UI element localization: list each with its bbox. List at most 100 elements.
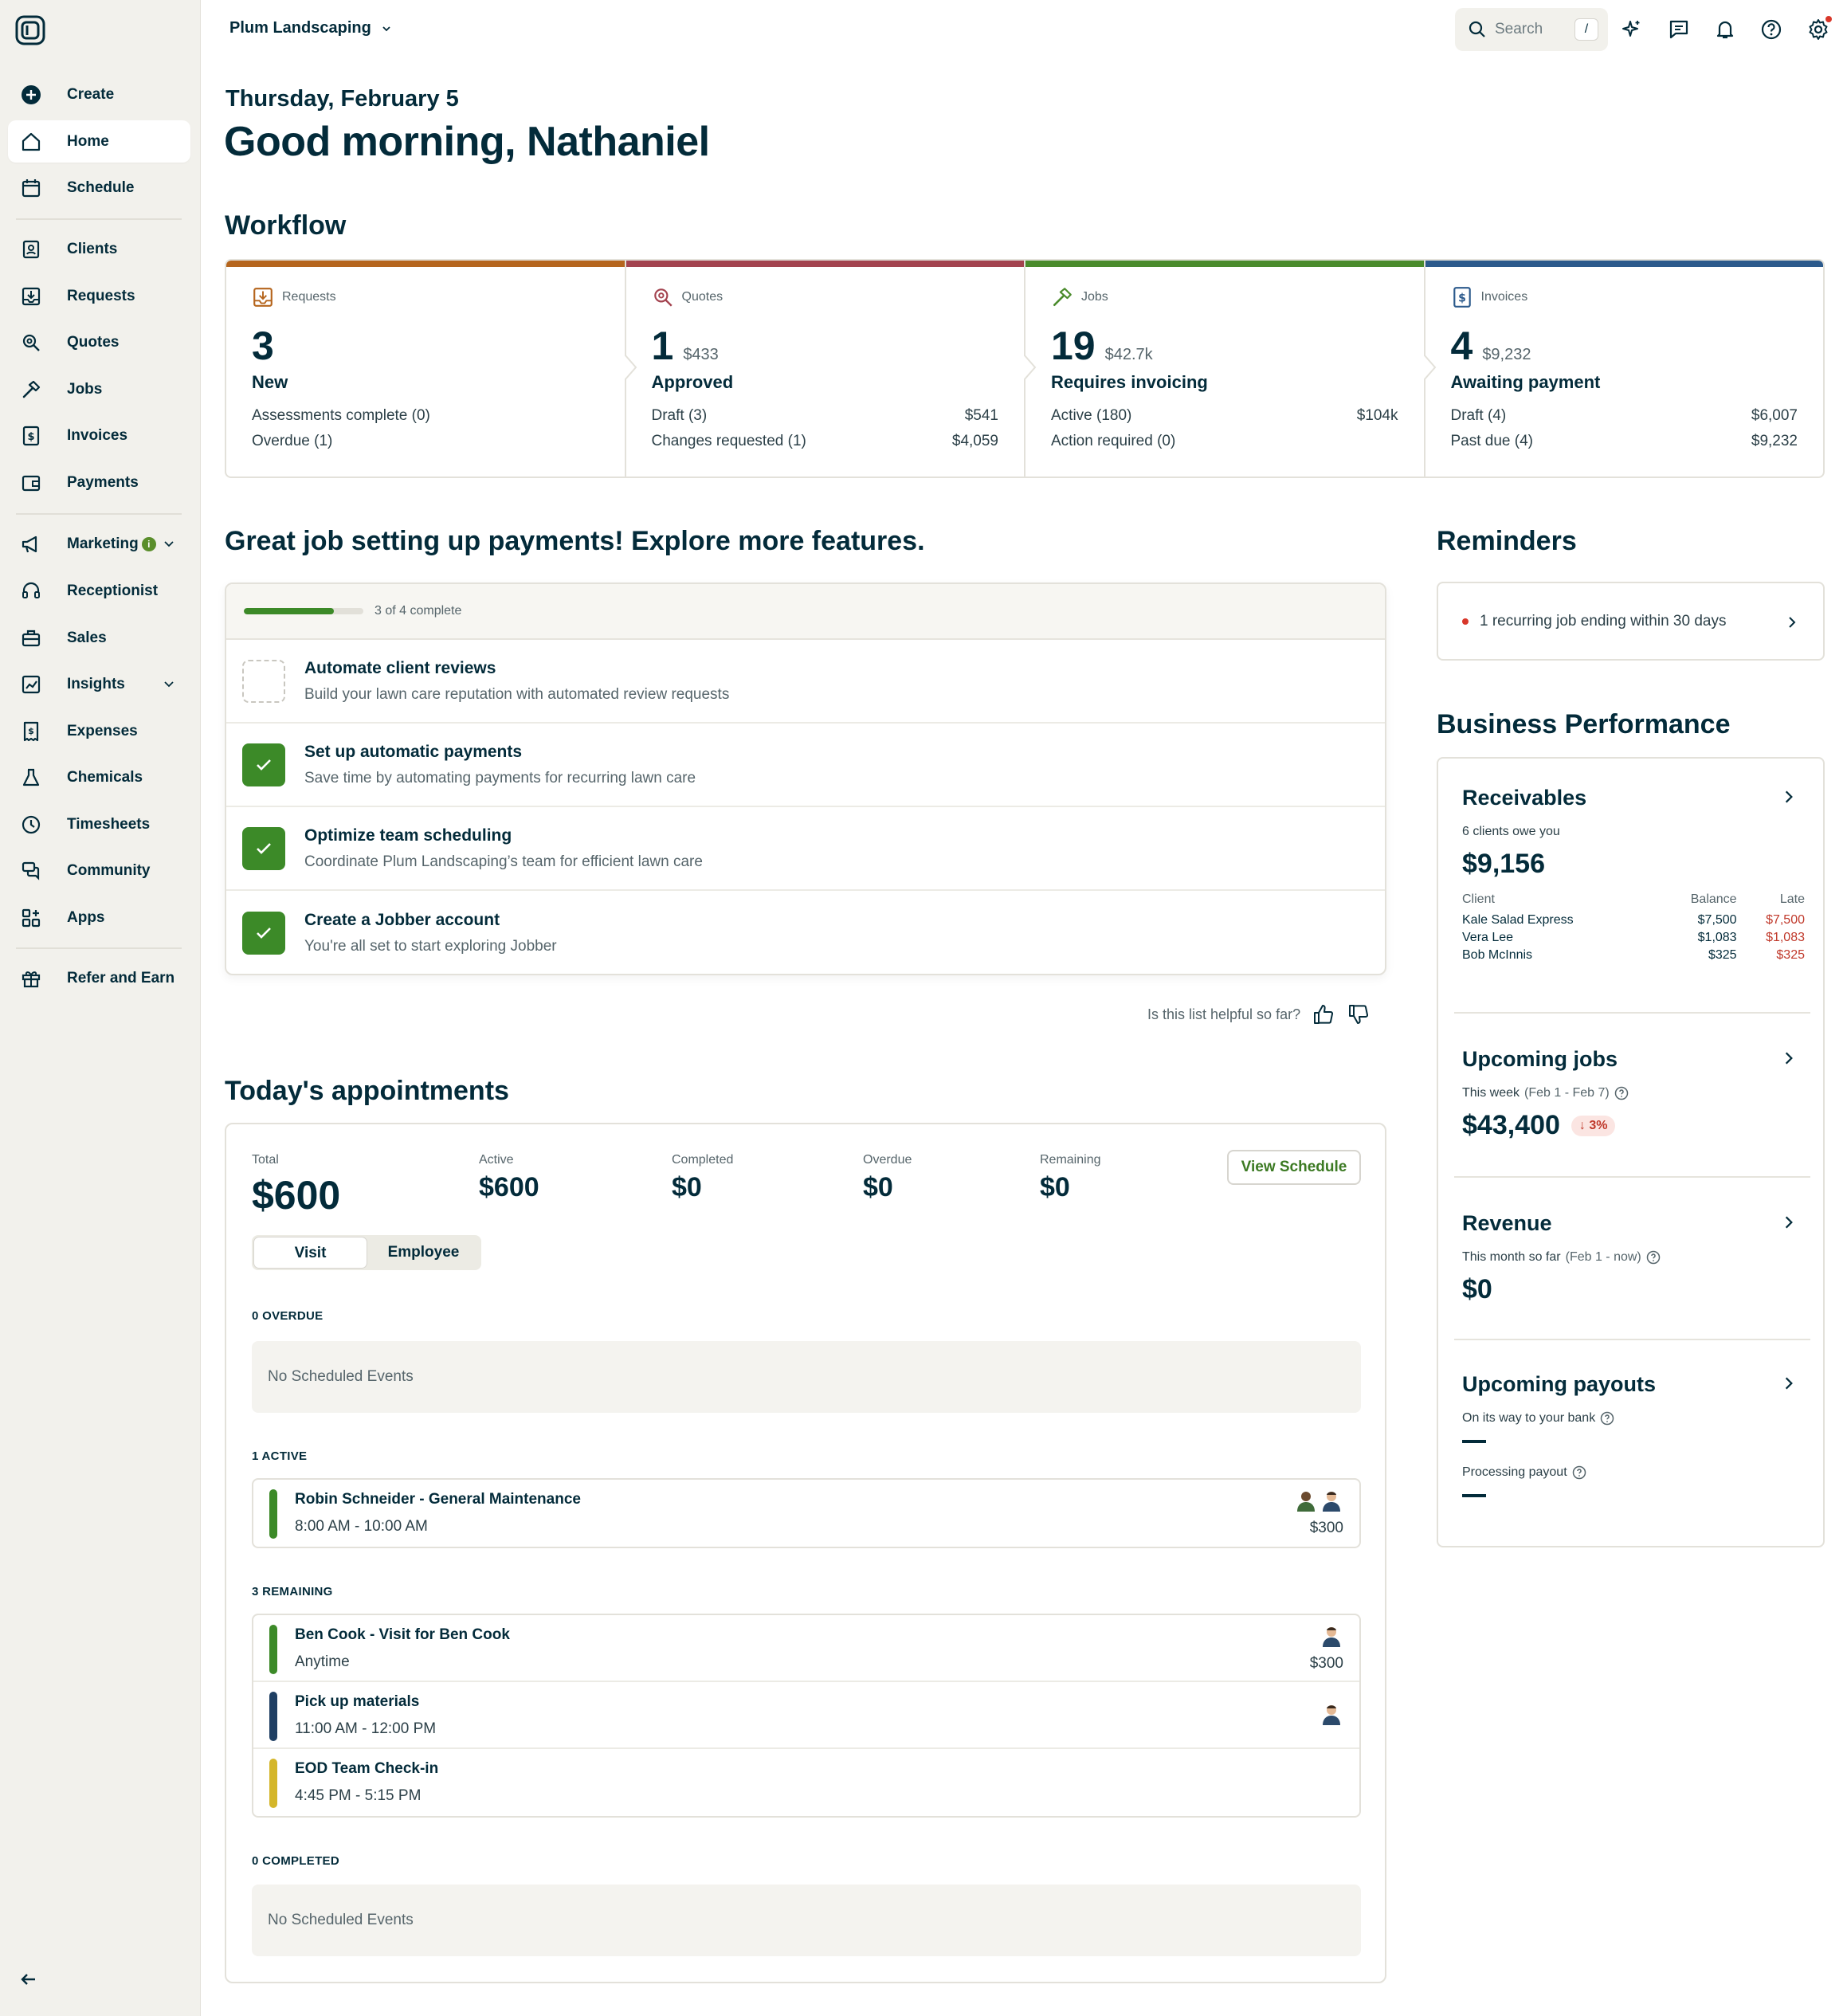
search-input[interactable]: Search / <box>1455 8 1608 51</box>
stat-label: Remaining <box>1040 1153 1101 1167</box>
balance-value: $325 <box>1708 948 1737 962</box>
workflow-row[interactable]: Overdue (1) <box>252 433 599 450</box>
list-item[interactable]: Robin Schneider - General Maintenance 8:… <box>253 1480 1359 1547</box>
create-button[interactable]: Create <box>8 73 190 116</box>
sidebar-item-sales[interactable]: Sales <box>8 617 190 659</box>
workflow-row[interactable]: Assessments complete (0) <box>252 407 599 425</box>
task-jobber-account[interactable]: Create a Jobber account You're all set to… <box>226 891 1385 974</box>
workflow-row[interactable]: Active (180) $104k <box>1051 407 1398 425</box>
sidebar-item-quotes[interactable]: Quotes <box>8 321 190 363</box>
sidebar-item-chemicals[interactable]: Chemicals <box>8 756 190 798</box>
help-icon[interactable] <box>1646 1250 1661 1265</box>
chevron-right-icon[interactable] <box>1781 1375 1797 1391</box>
jobber-logo-icon[interactable] <box>14 14 46 46</box>
sidebar: Create Home Schedule Clients Requests Qu… <box>0 0 201 2016</box>
sidebar-item-apps[interactable]: Apps <box>8 896 190 939</box>
hammer-icon <box>19 378 43 402</box>
sidebar-item-receptionist[interactable]: Receptionist <box>8 570 190 612</box>
upcoming-jobs-title: Upcoming jobs <box>1462 1047 1618 1071</box>
completed-empty: No Scheduled Events <box>252 1885 1361 1956</box>
workflow-row[interactable]: Draft (4) $6,007 <box>1451 407 1798 425</box>
thumbs-down-icon[interactable] <box>1347 1002 1371 1026</box>
table-row[interactable]: Vera Lee $1,083 $1,083 <box>1462 929 1805 947</box>
appointment-title: Robin Schneider - General Maintenance <box>295 1491 581 1508</box>
workflow-row-value: $6,007 <box>1751 407 1798 424</box>
ai-sparkle-icon[interactable] <box>1618 16 1645 43</box>
messages-icon[interactable] <box>1665 16 1692 43</box>
table-row[interactable]: Bob McInnis $325 $325 <box>1462 947 1805 964</box>
workflow-jobs[interactable]: Jobs 19 $42.7k Requires invoicing Active … <box>1024 261 1425 477</box>
task-desc: Build your lawn care reputation with aut… <box>304 685 730 703</box>
task-automate-reviews[interactable]: Automate client reviews Build your lawn c… <box>226 640 1385 724</box>
revenue-section[interactable]: Revenue This month so far (Feb 1 - now) … <box>1462 1211 1805 1305</box>
workflow-row-label: Draft (3) <box>651 407 708 424</box>
task-team-scheduling[interactable]: Optimize team scheduling Coordinate Plum … <box>226 807 1385 891</box>
active-group-label: 1 ACTIVE <box>252 1449 308 1463</box>
workflow-row[interactable]: Draft (3) $541 <box>652 407 999 425</box>
help-icon[interactable] <box>1600 1411 1614 1426</box>
sidebar-item-insights[interactable]: Insights <box>8 663 190 705</box>
sidebar-item-schedule[interactable]: Schedule <box>8 167 190 209</box>
toggle-visit[interactable]: Visit <box>253 1237 367 1269</box>
chevron-right-icon <box>1789 617 1796 628</box>
sidebar-item-payments[interactable]: Payments <box>8 461 190 504</box>
stat-label: Completed <box>672 1153 734 1167</box>
workflow-row-label: Active (180) <box>1051 407 1132 424</box>
receivables-section[interactable]: Receivables 6 clients owe you $9,156 Cli… <box>1462 786 1805 964</box>
sidebar-item-refer-and-earn[interactable]: Refer and Earn <box>8 957 190 999</box>
stat-label: Overdue <box>863 1153 912 1167</box>
chevron-right-icon[interactable] <box>1781 1050 1797 1066</box>
info-badge-icon: i <box>141 536 156 551</box>
task-automatic-payments[interactable]: Set up automatic payments Save time by au… <box>226 724 1385 807</box>
company-switcher[interactable]: Plum Landscaping <box>229 19 392 37</box>
thumbs-up-icon[interactable] <box>1312 1002 1335 1026</box>
workflow-row-label: Draft (4) <box>1450 407 1507 424</box>
payouts-section[interactable]: Upcoming payouts On its way to your bank… <box>1462 1372 1805 1497</box>
task-checkbox[interactable] <box>242 659 285 703</box>
workflow-requests[interactable]: Requests 3 New Assessments complete (0) … <box>226 261 626 477</box>
help-icon[interactable] <box>1614 1086 1629 1100</box>
help-icon[interactable] <box>1758 16 1785 43</box>
column-header: Late <box>1779 892 1805 906</box>
workflow-row[interactable]: Changes requested (1) $4,059 <box>652 433 999 450</box>
toggle-employee[interactable]: Employee <box>387 1244 460 1261</box>
upcoming-jobs-section[interactable]: Upcoming jobs This week (Feb 1 - Feb 7) … <box>1462 1047 1805 1141</box>
sidebar-item-timesheets[interactable]: Timesheets <box>8 803 190 845</box>
notifications-bell-icon[interactable] <box>1712 16 1739 43</box>
workflow-arrow-icon <box>1024 355 1037 380</box>
sidebar-item-requests[interactable]: Requests <box>8 275 190 317</box>
settings-gear-icon[interactable] <box>1805 16 1832 43</box>
period-range: (Feb 1 - Feb 7) <box>1524 1086 1610 1100</box>
workflow-quotes[interactable]: Quotes 1 $433 Approved Draft (3) $541 Chan… <box>624 261 1025 477</box>
sidebar-item-label: Home <box>67 132 109 150</box>
table-row[interactable]: Kale Salad Express $7,500 $7,500 <box>1462 912 1805 929</box>
help-icon[interactable] <box>1572 1465 1586 1480</box>
sidebar-item-community[interactable]: Community <box>8 849 190 892</box>
workflow-row[interactable]: Past due (4) $9,232 <box>1451 433 1798 450</box>
stat-label: Active <box>479 1153 514 1167</box>
sidebar-item-invoices[interactable]: $ Invoices <box>8 414 190 457</box>
list-item[interactable]: EOD Team Check-in 4:45 PM - 5:15 PM <box>253 1749 1359 1816</box>
sidebar-item-expenses[interactable]: $ Expenses <box>8 710 190 752</box>
task-desc: Coordinate Plum Landscaping’s team for e… <box>304 853 703 870</box>
late-value: $7,500 <box>1766 913 1805 927</box>
sidebar-item-label: Insights <box>67 675 125 692</box>
collapse-sidebar-arrow-icon[interactable] <box>18 1968 40 1991</box>
stat-label: Total <box>252 1153 279 1167</box>
chevron-right-icon[interactable] <box>1781 1214 1797 1230</box>
svg-text:$: $ <box>27 431 34 443</box>
view-schedule-button[interactable]: View Schedule <box>1227 1150 1361 1185</box>
list-item[interactable]: Pick up materials 11:00 AM - 12:00 PM <box>253 1682 1359 1749</box>
chevron-right-icon[interactable] <box>1781 789 1797 805</box>
appointment-time: 8:00 AM - 10:00 AM <box>295 1518 428 1535</box>
reminder-item[interactable]: 1 recurring job ending within 30 days <box>1437 582 1825 661</box>
workflow-row[interactable]: Action required (0) <box>1051 433 1398 450</box>
workflow-count: 4 <box>1450 324 1473 368</box>
sidebar-item-jobs[interactable]: Jobs <box>8 368 190 410</box>
inbox-download-icon <box>253 288 273 307</box>
list-item[interactable]: Ben Cook - Visit for Ben Cook Anytime $3… <box>253 1615 1359 1682</box>
sidebar-item-home[interactable]: Home <box>8 120 190 163</box>
sidebar-item-clients[interactable]: Clients <box>8 228 190 270</box>
sidebar-item-marketing[interactable]: Marketing i <box>8 523 190 565</box>
workflow-invoices[interactable]: $ Invoices 4 $9,232 Awaiting payment Draf… <box>1423 261 1823 477</box>
